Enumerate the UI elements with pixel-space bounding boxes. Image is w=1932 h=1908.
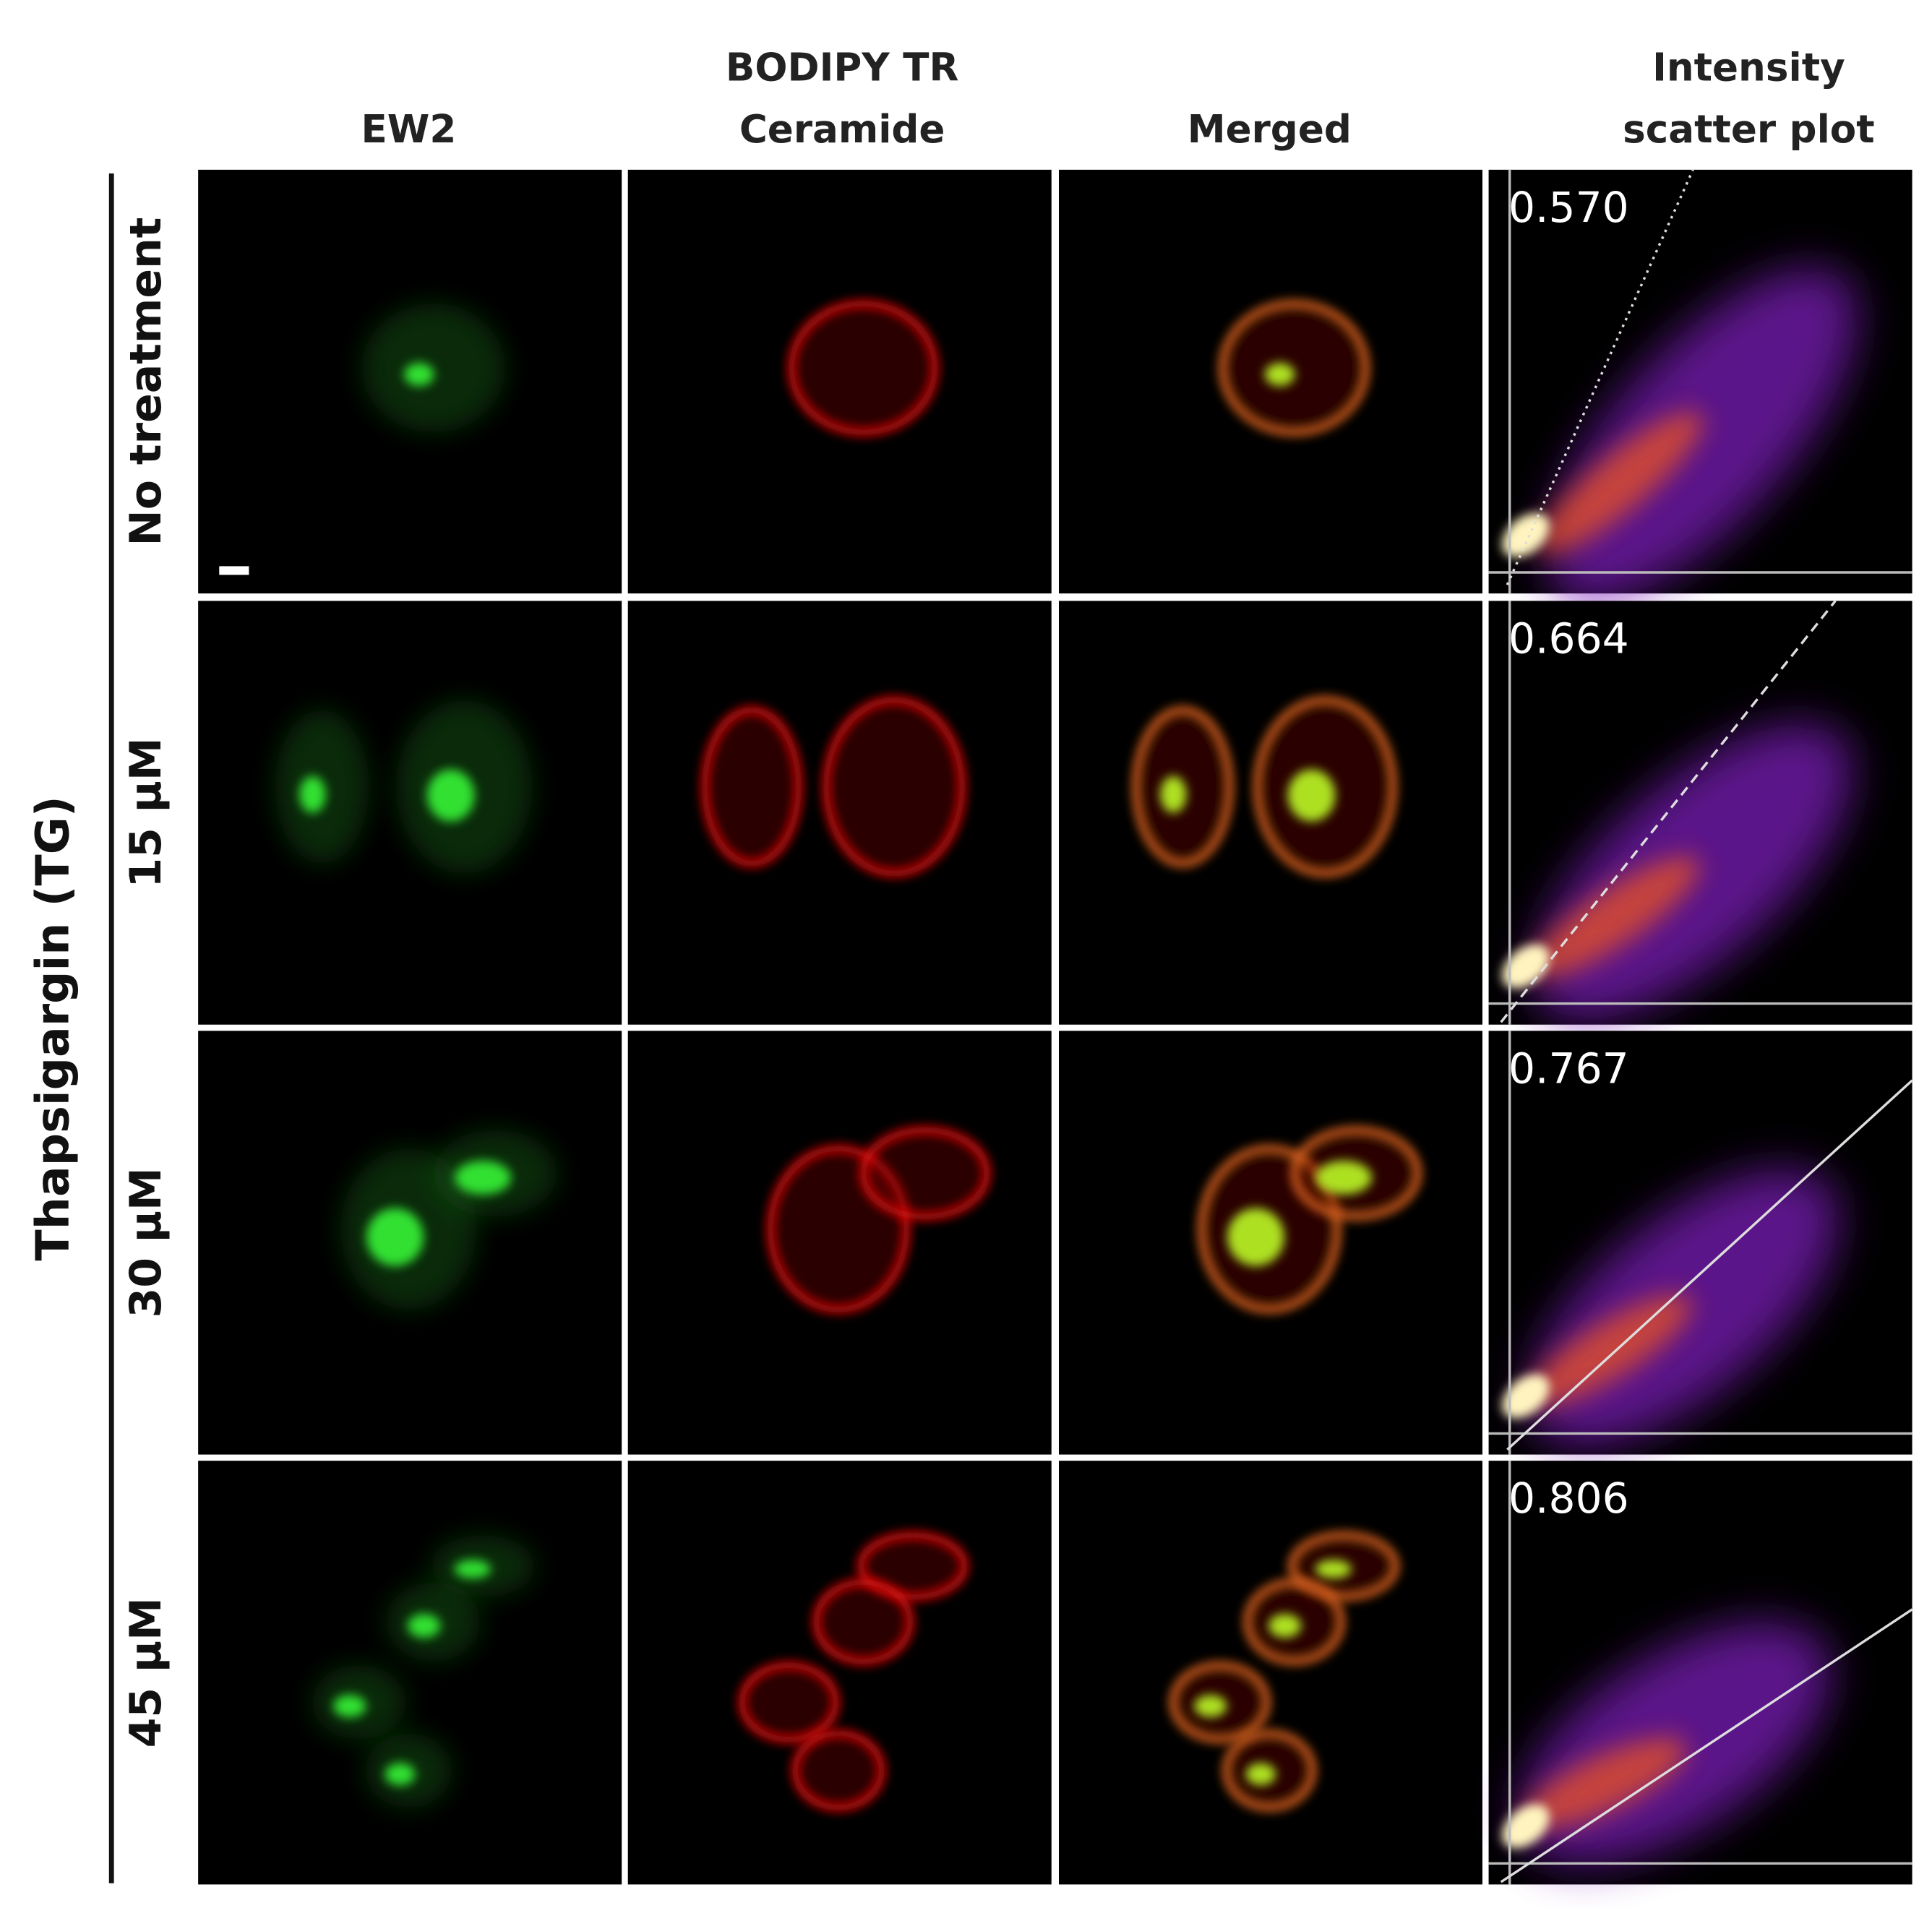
scatter-core (1530, 856, 1700, 978)
cell-spot (1193, 1695, 1227, 1717)
column-header: Ceramide (739, 107, 945, 152)
scatter-peak (1502, 513, 1550, 557)
scale-bar (219, 566, 249, 575)
scatter-core (1537, 411, 1704, 554)
correlation-coefficient: 0.806 (1508, 1474, 1629, 1523)
row-label: 30 µM (121, 1167, 171, 1318)
regression-line (1500, 600, 1837, 1023)
panel-background (1059, 1461, 1483, 1885)
cell-body (361, 304, 506, 433)
cell-spot (1315, 1161, 1373, 1195)
cell-membrane (787, 299, 939, 437)
cell-spot (366, 1208, 424, 1266)
row-label: 45 µM (121, 1597, 171, 1748)
cell-spot (455, 1161, 512, 1195)
cell-spot (1268, 1614, 1302, 1638)
column-header: BODIPY TR (726, 45, 959, 90)
panels: EW2 BODIPY TR Ceramide Merged Intensity scatt… (121, 45, 1913, 1885)
cell-spot (1287, 769, 1336, 822)
column-header: EW2 (361, 107, 457, 152)
cell-membrane (856, 1531, 969, 1601)
cell-membrane (859, 1126, 991, 1221)
cell-spot (1160, 775, 1187, 813)
cell-spot (1264, 363, 1295, 387)
correlation-coefficient: 0.767 (1508, 1044, 1629, 1093)
panel-background (627, 1461, 1052, 1885)
cell-membrane (812, 1578, 914, 1665)
cell-spot (299, 775, 326, 813)
cell-membrane (822, 696, 966, 877)
scatter-peak (1502, 1374, 1550, 1419)
regression-line (1506, 1079, 1913, 1451)
cell-spot (1245, 1763, 1276, 1786)
regression-line (1500, 1608, 1913, 1883)
cell-membrane (738, 1661, 840, 1743)
micrograph (198, 1031, 622, 1455)
micrograph (198, 1461, 622, 1885)
micrograph (627, 1031, 1052, 1455)
group-label: Thapsigargin (TG) (26, 796, 80, 1260)
cell-spot (1315, 1560, 1352, 1578)
micrograph (198, 601, 622, 1025)
cell-spot (407, 1614, 441, 1638)
cell-spot (403, 363, 434, 387)
cell-spot (333, 1695, 366, 1717)
micrograph (1059, 601, 1483, 1025)
panel-background (198, 1461, 622, 1885)
cell-membrane (791, 1729, 886, 1812)
cell-spot (426, 769, 475, 822)
scatter-plot: 0.570 (1488, 169, 1912, 603)
correlation-coefficient: 0.664 (1508, 614, 1629, 663)
cell-membrane (1219, 299, 1370, 437)
micrograph (627, 169, 1052, 594)
cell-membrane (700, 706, 803, 867)
cell-spot (1227, 1208, 1285, 1266)
regression-line (1506, 169, 1694, 585)
micrograph (1059, 1461, 1483, 1885)
micrograph (627, 1461, 1052, 1885)
scatter-core (1523, 1737, 1687, 1829)
column-header: Merged (1188, 107, 1352, 152)
scatter-cloud (1546, 267, 1858, 603)
scatter-plot: 0.806 (1488, 1461, 1913, 1885)
correlation-coefficient: 0.570 (1508, 183, 1629, 232)
micrograph (1059, 169, 1483, 594)
column-header: Intensity (1652, 45, 1845, 90)
row-label: No treatment (121, 218, 171, 546)
micrograph (1059, 1031, 1483, 1455)
micrograph (198, 169, 622, 594)
scatter-plot: 0.767 (1488, 1031, 1913, 1455)
scatter-core (1528, 1294, 1692, 1406)
row-label: 15 µM (121, 737, 171, 888)
scatter-plot: 0.664 (1488, 600, 1912, 1025)
micrograph (627, 601, 1052, 1025)
cell-spot (385, 1763, 416, 1786)
cell-spot (454, 1560, 491, 1578)
scatter-peak (1502, 1804, 1550, 1849)
column-header: scatter plot (1623, 107, 1875, 152)
